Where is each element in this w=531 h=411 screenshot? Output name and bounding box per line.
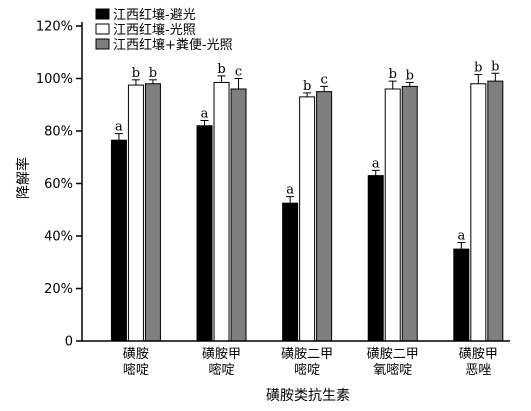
bar bbox=[401, 85, 418, 342]
significance-label: c bbox=[320, 72, 327, 87]
legend-label: 江西红壤+粪便-光照 bbox=[113, 37, 233, 53]
significance-label: a bbox=[457, 229, 465, 244]
significance-label: a bbox=[115, 120, 123, 135]
x-category-label: 磺胺二甲 bbox=[367, 347, 419, 362]
bar bbox=[213, 81, 230, 342]
bar bbox=[470, 83, 487, 342]
significance-label: a bbox=[372, 156, 380, 171]
significance-label: c bbox=[235, 65, 242, 80]
legend-swatch bbox=[95, 8, 110, 20]
legend-label: 江西红壤-光照 bbox=[113, 22, 196, 38]
bar bbox=[230, 88, 247, 342]
bar bbox=[316, 91, 333, 342]
bar bbox=[196, 125, 213, 342]
x-category-label: 嘧啶 bbox=[294, 363, 320, 378]
bar bbox=[282, 202, 299, 342]
y-tick-label: 120% bbox=[36, 20, 73, 35]
bar bbox=[127, 84, 144, 342]
y-axis-title: 降解率 bbox=[15, 157, 32, 199]
x-category-label: 恶唑 bbox=[465, 362, 491, 378]
bar bbox=[144, 83, 161, 342]
x-category-label: 磺胺 bbox=[123, 347, 149, 362]
bar bbox=[487, 80, 504, 342]
y-tick-label: 0 bbox=[65, 335, 73, 350]
significance-label: b bbox=[217, 62, 225, 77]
legend-label: 江西红壤-避光 bbox=[113, 7, 196, 23]
x-category-label: 磺胺甲 bbox=[459, 347, 498, 362]
y-axis-ticks: 0 20% 40% 60% 80% 100% 120% bbox=[36, 20, 82, 350]
significance-label: b bbox=[406, 68, 414, 83]
significance-label: a bbox=[201, 107, 209, 122]
significance-label: b bbox=[474, 61, 482, 76]
significance-label: b bbox=[132, 66, 140, 81]
x-axis-title: 磺胺类抗生素 bbox=[266, 388, 350, 404]
significance-label: b bbox=[389, 67, 397, 82]
y-tick-label: 80% bbox=[44, 125, 73, 140]
x-category-label: 磺胺二甲 bbox=[281, 347, 333, 362]
y-tick-label: 40% bbox=[44, 230, 73, 245]
y-tick-label: 100% bbox=[36, 72, 73, 87]
bar bbox=[367, 175, 384, 342]
bar-groups: ab bab cab cab bab b bbox=[110, 59, 504, 342]
bar bbox=[453, 248, 470, 342]
legend-swatch bbox=[95, 38, 110, 50]
y-tick-label: 60% bbox=[44, 177, 73, 192]
significance-label: b bbox=[303, 79, 311, 94]
x-category-label: 磺胺甲 bbox=[202, 347, 241, 362]
x-category-label: 嘧啶 bbox=[123, 363, 149, 378]
significance-label: b bbox=[149, 66, 157, 81]
bar bbox=[110, 139, 127, 342]
x-category-label: 氧嘧啶 bbox=[373, 363, 412, 378]
y-tick-label: 20% bbox=[44, 282, 73, 297]
significance-label: a bbox=[286, 183, 294, 198]
legend-swatch bbox=[95, 23, 110, 35]
bar bbox=[384, 88, 401, 342]
significance-label: b bbox=[491, 59, 499, 74]
bar bbox=[299, 96, 316, 342]
x-category-label: 嘧啶 bbox=[209, 363, 235, 378]
